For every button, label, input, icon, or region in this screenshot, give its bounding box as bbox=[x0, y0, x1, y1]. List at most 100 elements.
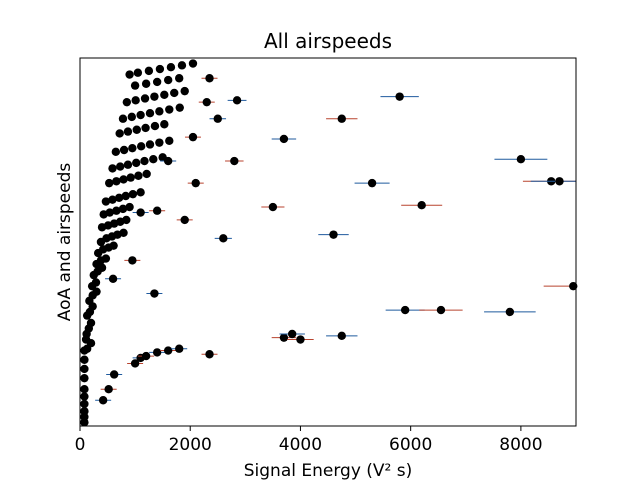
data-point bbox=[142, 169, 151, 179]
data-point bbox=[80, 355, 89, 364]
data-point bbox=[119, 175, 128, 184]
data-point bbox=[213, 114, 222, 123]
data-point bbox=[128, 256, 137, 265]
data-point bbox=[152, 348, 162, 357]
data-point bbox=[145, 109, 155, 118]
data-point bbox=[123, 127, 133, 136]
data-point bbox=[150, 121, 160, 131]
data-point bbox=[569, 281, 578, 291]
data-point bbox=[115, 129, 124, 138]
data-point bbox=[80, 385, 89, 394]
x-tick-label: 2000 bbox=[169, 435, 212, 455]
data-point bbox=[150, 92, 159, 101]
data-point bbox=[175, 344, 184, 353]
plot-layer bbox=[80, 59, 578, 427]
data-point bbox=[132, 158, 141, 168]
data-point bbox=[400, 305, 410, 315]
data-point bbox=[180, 215, 189, 225]
plot-frame bbox=[79, 57, 577, 427]
data-point bbox=[108, 164, 117, 173]
data-point bbox=[329, 230, 338, 239]
data-point bbox=[141, 351, 151, 361]
data-point bbox=[123, 160, 133, 169]
data-point bbox=[118, 114, 128, 123]
data-point bbox=[112, 206, 121, 215]
data-point bbox=[136, 142, 146, 151]
data-point bbox=[163, 346, 173, 355]
data-point bbox=[86, 318, 96, 328]
data-point bbox=[170, 88, 179, 98]
data-point bbox=[337, 331, 346, 341]
data-point bbox=[279, 134, 289, 144]
data-point bbox=[108, 195, 117, 204]
data-point bbox=[127, 112, 137, 122]
data-point bbox=[417, 201, 426, 210]
data-point bbox=[80, 392, 89, 401]
data-point bbox=[80, 399, 89, 409]
data-point bbox=[287, 329, 297, 339]
data-point bbox=[130, 359, 140, 368]
x-axis-label: Signal Energy (V² s) bbox=[244, 461, 413, 480]
data-point bbox=[152, 77, 162, 87]
data-point bbox=[136, 110, 145, 120]
chart-title: All airspeeds bbox=[264, 29, 392, 53]
data-point bbox=[136, 208, 145, 217]
data-point bbox=[140, 94, 150, 103]
data-point bbox=[98, 396, 108, 405]
data-point bbox=[119, 145, 129, 155]
data-point bbox=[268, 202, 278, 212]
data-point bbox=[122, 215, 131, 225]
data-point bbox=[80, 407, 89, 416]
data-point bbox=[155, 107, 164, 116]
data-point bbox=[150, 289, 159, 298]
data-point bbox=[149, 155, 158, 164]
data-point bbox=[109, 370, 119, 379]
data-point bbox=[177, 61, 187, 70]
data-point bbox=[80, 364, 89, 374]
data-point bbox=[130, 81, 140, 90]
data-point bbox=[165, 136, 174, 145]
data-point bbox=[140, 156, 149, 166]
data-point bbox=[160, 120, 169, 129]
data-point bbox=[202, 97, 211, 107]
data-point bbox=[205, 74, 214, 83]
data-point bbox=[219, 234, 228, 243]
data-point bbox=[279, 333, 289, 342]
data-point bbox=[191, 178, 200, 188]
data-point bbox=[111, 147, 121, 157]
data-point bbox=[175, 103, 184, 112]
data-point bbox=[112, 177, 121, 186]
data-point bbox=[141, 79, 151, 88]
data-point bbox=[205, 350, 214, 359]
data-point bbox=[163, 156, 173, 166]
data-point bbox=[104, 385, 113, 394]
data-point bbox=[165, 105, 174, 114]
data-point bbox=[230, 156, 239, 166]
data-point bbox=[108, 274, 118, 283]
data-point bbox=[296, 335, 305, 344]
data-point bbox=[155, 138, 164, 147]
data-point bbox=[145, 140, 155, 149]
data-point bbox=[160, 90, 169, 100]
data-point bbox=[119, 228, 128, 237]
data-point bbox=[116, 162, 125, 171]
data-point bbox=[367, 178, 377, 188]
x-tick-label: 0 bbox=[75, 435, 86, 455]
x-tick-label: 6000 bbox=[389, 435, 432, 455]
data-point bbox=[175, 74, 184, 83]
data-point bbox=[395, 92, 404, 101]
data-point bbox=[125, 202, 134, 212]
data-point bbox=[133, 68, 143, 77]
data-point bbox=[80, 373, 89, 383]
data-point bbox=[101, 197, 111, 206]
data-point bbox=[128, 143, 137, 153]
data-point bbox=[180, 86, 189, 96]
data-point bbox=[152, 206, 162, 215]
data-point bbox=[232, 96, 242, 105]
data-point bbox=[105, 208, 114, 217]
data-point bbox=[436, 305, 446, 315]
data-point bbox=[121, 191, 130, 201]
data-point bbox=[118, 204, 128, 214]
